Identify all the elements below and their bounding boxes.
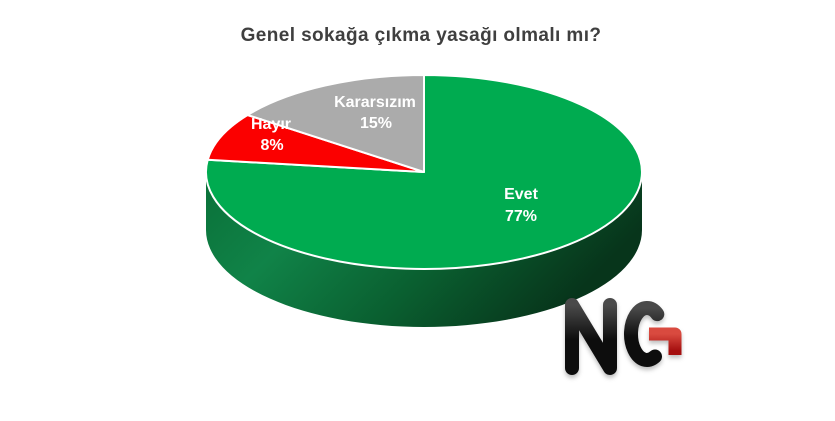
- ng-logo-letter-g: [624, 301, 665, 367]
- slice-label-kararsizim-name: Kararsızım: [334, 94, 416, 111]
- slice-label-evet: Evet 77%: [504, 186, 538, 225]
- pie-slice-kararsizim: [246, 74, 425, 173]
- slice-label-evet-pct: 77%: [505, 208, 537, 225]
- slice-label-hayir: Hayır 8%: [251, 116, 291, 154]
- pie-side-wall: [206, 172, 642, 327]
- ng-logo: [565, 298, 682, 375]
- pie-slice-hayir: [206, 114, 425, 173]
- slice-label-kararsizim: Kararsızım 15%: [334, 94, 416, 132]
- slice-label-hayir-pct: 8%: [260, 137, 283, 154]
- ng-logo-letter-n: [565, 298, 617, 375]
- slice-label-kararsizim-pct: 15%: [360, 115, 392, 132]
- ng-logo-red-arrow-icon: [649, 327, 682, 355]
- pie-slice-evet: [204, 74, 643, 270]
- slice-label-hayir-name: Hayır: [251, 116, 291, 133]
- chart-title: Genel sokağa çıkma yasağı olmalı mı?: [241, 25, 602, 46]
- slice-label-evet-name: Evet: [504, 186, 538, 203]
